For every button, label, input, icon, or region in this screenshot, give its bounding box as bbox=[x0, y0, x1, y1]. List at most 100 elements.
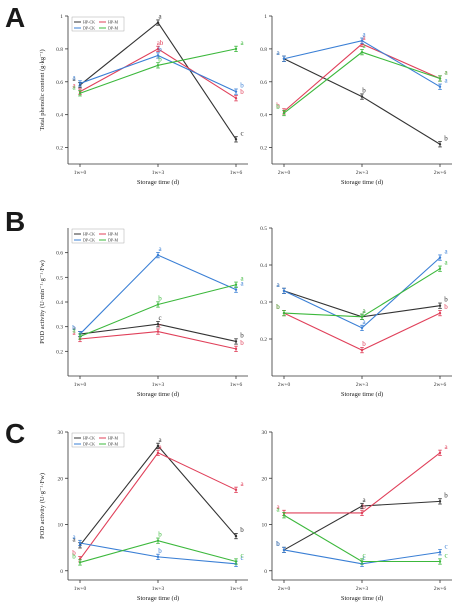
y-axis-title: POD activity (U·g⁻¹·Fw) bbox=[39, 473, 46, 539]
data-point bbox=[360, 95, 364, 98]
significance-label: c bbox=[444, 542, 447, 550]
x-tick-label: 1w+3 bbox=[152, 382, 165, 388]
data-point bbox=[360, 315, 364, 318]
significance-label: a bbox=[276, 281, 280, 289]
significance-label: c bbox=[158, 314, 161, 322]
significance-label: a bbox=[72, 535, 76, 543]
significance-label: a bbox=[240, 39, 244, 47]
data-point bbox=[156, 451, 160, 455]
x-axis-title: Storage time (d) bbox=[341, 595, 383, 602]
x-tick-label: 2w+0 bbox=[278, 382, 291, 388]
data-point bbox=[438, 451, 442, 455]
significance-label: b bbox=[444, 296, 448, 304]
significance-label: a bbox=[72, 82, 76, 90]
significance-label: b bbox=[240, 331, 244, 339]
significance-label: a bbox=[362, 42, 366, 50]
significance-label: b bbox=[158, 547, 162, 555]
data-point bbox=[438, 256, 442, 259]
data-point bbox=[234, 283, 238, 286]
data-point bbox=[438, 143, 442, 146]
y-tick-label: 0.2 bbox=[260, 337, 267, 343]
series-line-hp-ck bbox=[283, 58, 441, 145]
data-point bbox=[234, 340, 238, 343]
significance-label: a bbox=[276, 49, 280, 57]
legend-label: HP-M bbox=[108, 436, 118, 441]
x-tick-label: 1w+0 bbox=[74, 382, 87, 388]
significance-label: a bbox=[158, 436, 162, 444]
panel-letter-a: A bbox=[5, 2, 26, 33]
data-point bbox=[282, 311, 286, 315]
y-tick-label: 0.8 bbox=[260, 47, 267, 53]
x-tick-label: 2w+6 bbox=[434, 382, 447, 388]
data-point bbox=[78, 82, 82, 85]
x-tick-label: 1w+3 bbox=[152, 586, 165, 592]
significance-label: c bbox=[444, 552, 447, 560]
significance-label: a bbox=[158, 13, 162, 21]
y-tick-label: 0.6 bbox=[260, 80, 267, 86]
significance-label: a bbox=[444, 443, 448, 451]
data-point bbox=[156, 539, 160, 542]
significance-label: a bbox=[362, 307, 366, 315]
significance-label: a bbox=[240, 480, 244, 488]
data-point bbox=[156, 330, 160, 333]
significance-label: a bbox=[72, 324, 76, 332]
data-point bbox=[234, 288, 238, 291]
data-point bbox=[156, 303, 160, 306]
data-point bbox=[360, 50, 364, 54]
chart-a-left: 0.2 0.4 0.6 0.8 1 1w+0 1w+3 1w+6 Storage time (d… bbox=[39, 13, 248, 186]
data-point bbox=[156, 323, 160, 326]
x-tick-label: 1w+6 bbox=[230, 382, 243, 388]
data-point bbox=[282, 514, 286, 517]
significance-label: a bbox=[362, 34, 366, 42]
y-tick-label: 0.5 bbox=[260, 226, 267, 232]
series-line-dp-m bbox=[283, 51, 441, 114]
data-point bbox=[234, 90, 238, 93]
data-point bbox=[234, 534, 238, 538]
significance-label: b bbox=[158, 531, 162, 539]
y-tick-label: 0.4 bbox=[260, 113, 267, 119]
data-point bbox=[156, 253, 160, 257]
y-tick-label: 0.3 bbox=[56, 325, 63, 331]
significance-label: b bbox=[240, 88, 244, 96]
y-tick-label: 0.8 bbox=[56, 47, 63, 53]
significance-label: a bbox=[276, 503, 280, 511]
data-point bbox=[156, 444, 160, 448]
significance-label: a bbox=[158, 245, 162, 253]
significance-label: b bbox=[158, 294, 162, 302]
y-tick-label: 0.4 bbox=[56, 113, 63, 119]
y-tick-label: 1 bbox=[60, 14, 63, 20]
data-point bbox=[438, 304, 442, 307]
y-tick-label: 0 bbox=[264, 569, 267, 575]
significance-label: a bbox=[276, 281, 280, 289]
x-tick-label: 2w+6 bbox=[434, 170, 447, 176]
data-point bbox=[156, 64, 160, 67]
legend-label: DP-M bbox=[108, 26, 118, 31]
significance-label: a bbox=[240, 275, 244, 283]
y-tick-label: 0.2 bbox=[56, 349, 63, 355]
legend-label: DP-CK bbox=[83, 442, 95, 447]
legend-box bbox=[71, 432, 125, 448]
significance-label: a bbox=[276, 505, 280, 513]
y-axis-title: Total phenolic content (g·kg⁻¹) bbox=[39, 49, 46, 130]
significance-label: b bbox=[444, 303, 448, 311]
significance-label: a bbox=[72, 83, 76, 91]
x-axis-title: Storage time (d) bbox=[341, 179, 383, 186]
significance-label: a bbox=[158, 443, 162, 451]
significance-label: c bbox=[240, 129, 243, 137]
significance-label: a bbox=[444, 77, 448, 85]
x-tick-label: 2w+3 bbox=[356, 382, 369, 388]
y-tick-label: 0.4 bbox=[260, 263, 267, 269]
data-point bbox=[282, 289, 286, 293]
y-tick-label: 30 bbox=[262, 430, 268, 436]
x-axis-title: Storage time (d) bbox=[137, 391, 179, 398]
significance-label: c bbox=[240, 552, 243, 560]
significance-label: a bbox=[72, 75, 76, 83]
y-tick-label: 0.3 bbox=[260, 300, 267, 306]
legend-box bbox=[71, 16, 125, 32]
significance-label: c bbox=[158, 322, 161, 330]
data-point bbox=[234, 47, 238, 51]
data-point bbox=[78, 561, 82, 564]
x-tick-label: 2w+3 bbox=[356, 586, 369, 592]
significance-label: a bbox=[444, 259, 448, 267]
